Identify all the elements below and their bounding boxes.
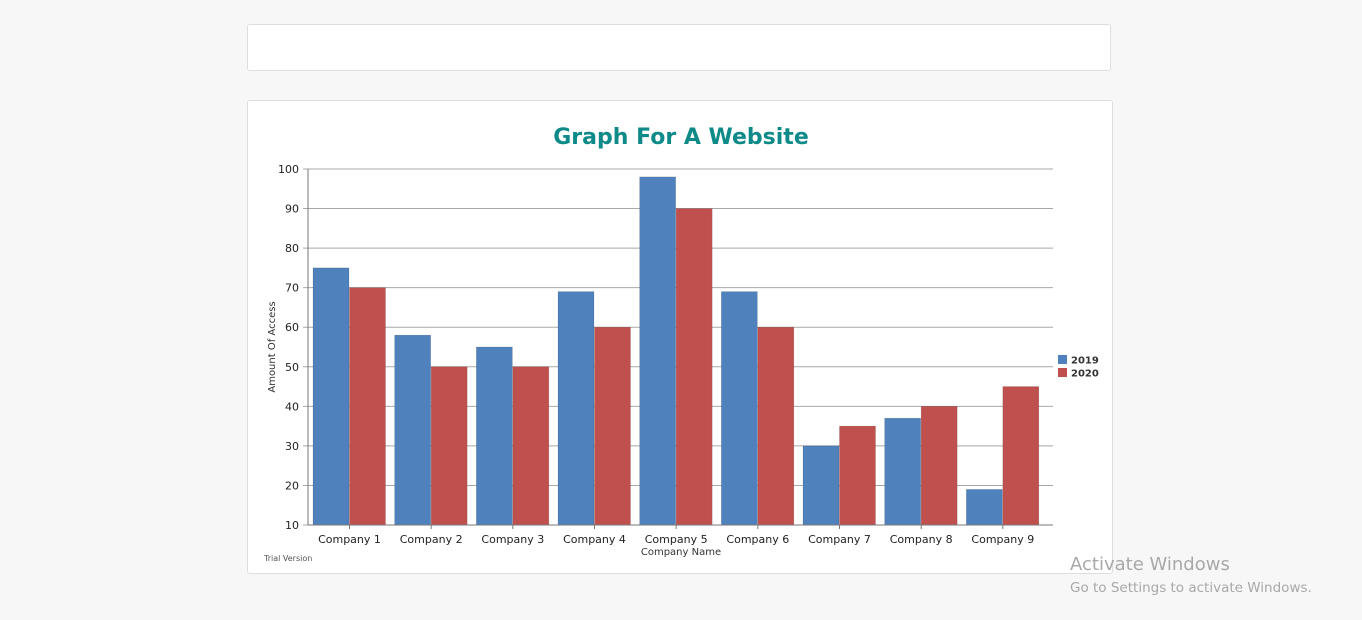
x-tick-label: Company 2 bbox=[400, 533, 463, 546]
bar-2020 bbox=[757, 326, 795, 526]
bar-2020 bbox=[594, 326, 631, 526]
legend-swatch-2020 bbox=[1058, 368, 1067, 377]
y-tick-label: 40 bbox=[285, 400, 299, 413]
trial-version-label: Trial Version bbox=[263, 554, 312, 563]
bar-2019 bbox=[476, 346, 513, 526]
legend-swatch-2019 bbox=[1058, 355, 1067, 364]
x-tick-label: Company 4 bbox=[563, 533, 626, 546]
bar-2019 bbox=[394, 334, 431, 526]
y-tick-label: 60 bbox=[285, 321, 299, 334]
y-tick-label: 10 bbox=[285, 519, 299, 532]
bar-2019 bbox=[312, 267, 350, 526]
legend-label-2019: 2019 bbox=[1071, 356, 1099, 367]
y-tick-label: 20 bbox=[285, 479, 299, 492]
y-tick-label: 90 bbox=[285, 203, 299, 216]
x-tick-label: Company 3 bbox=[481, 533, 544, 546]
bar-2020 bbox=[512, 366, 550, 526]
bar-2019 bbox=[721, 291, 758, 526]
chart-panel: Graph For A Website 10 20 30 40 50 60 70 80 90 10… bbox=[247, 100, 1113, 574]
watermark-title: Activate Windows bbox=[1070, 554, 1230, 575]
y-axis-title: Amount Of Access bbox=[267, 301, 278, 392]
header-panel bbox=[247, 24, 1111, 71]
chart-title: Graph For A Website bbox=[553, 125, 809, 150]
legend: 2019 2020 bbox=[1058, 355, 1099, 380]
bar-2020 bbox=[920, 406, 958, 526]
bar-2020 bbox=[349, 287, 386, 526]
x-tick-label: Company 7 bbox=[808, 533, 871, 546]
y-tick-label: 30 bbox=[285, 440, 299, 453]
bar-2020 bbox=[1002, 386, 1040, 526]
bar-2020 bbox=[675, 208, 713, 526]
bar-2019 bbox=[966, 489, 1003, 526]
activate-windows-watermark: Activate Windows Go to Settings to activ… bbox=[1070, 553, 1312, 599]
watermark-subtitle: Go to Settings to activate Windows. bbox=[1070, 580, 1312, 596]
bar-2019 bbox=[639, 176, 676, 526]
y-axis-ticks: 10 20 30 40 50 60 70 80 90 100 bbox=[278, 163, 299, 532]
bar-2019 bbox=[802, 445, 840, 526]
x-tick-label: Company 8 bbox=[890, 533, 953, 546]
x-tick-label: Company 9 bbox=[971, 533, 1034, 546]
bar-2019 bbox=[557, 291, 595, 526]
bars bbox=[312, 176, 1040, 526]
bar-2020 bbox=[839, 425, 876, 526]
bar-2020 bbox=[430, 366, 468, 526]
x-axis-ticks: Company 1 Company 2 Company 3 Company 4 Comp… bbox=[318, 525, 1034, 546]
y-tick-label: 100 bbox=[278, 163, 299, 176]
x-axis-title: Company Name bbox=[641, 547, 721, 558]
y-tick-label: 70 bbox=[285, 282, 299, 295]
y-tick-label: 50 bbox=[285, 361, 299, 374]
x-tick-label: Company 5 bbox=[645, 533, 708, 546]
legend-label-2020: 2020 bbox=[1071, 369, 1099, 380]
bar-chart: Graph For A Website 10203040506070809010… bbox=[263, 125, 1099, 563]
y-tick-label: 80 bbox=[285, 242, 299, 255]
x-tick-label: Company 1 bbox=[318, 533, 381, 546]
bar-2019 bbox=[884, 417, 921, 526]
x-tick-label: Company 6 bbox=[726, 533, 789, 546]
